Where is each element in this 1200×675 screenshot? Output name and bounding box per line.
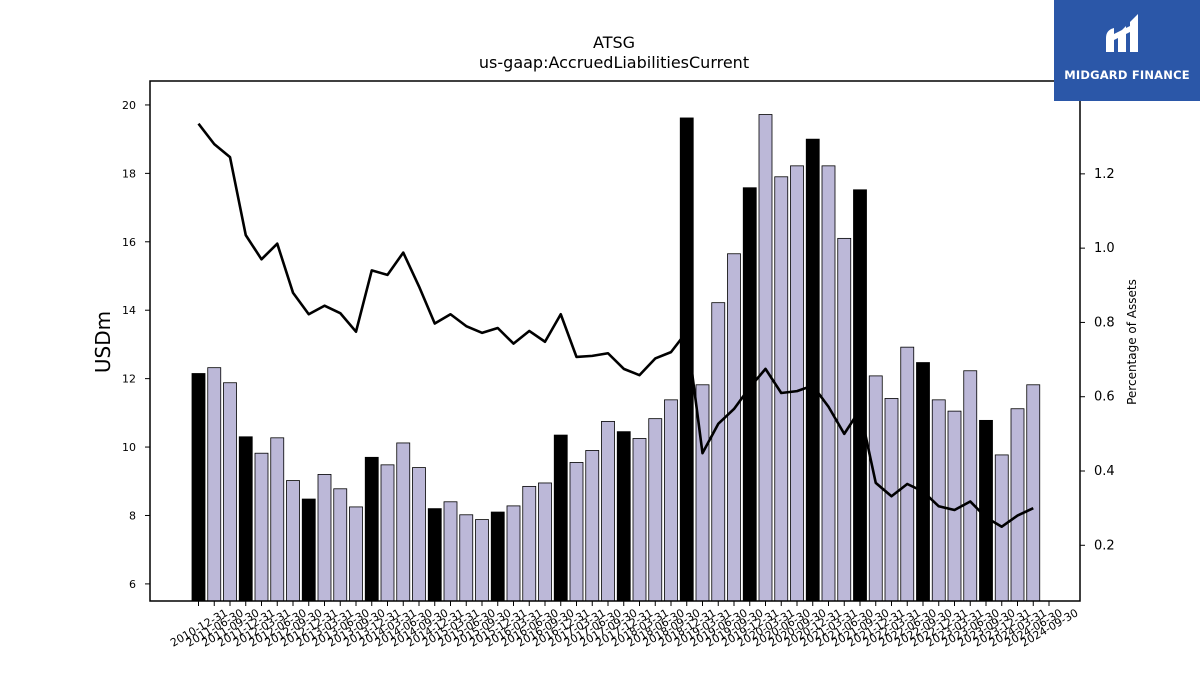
bar	[979, 419, 993, 602]
bar	[821, 165, 836, 602]
bar	[601, 420, 615, 602]
bar	[837, 237, 852, 602]
bar	[711, 302, 726, 602]
axis-ticks: 681012141618200.20.40.60.81.01.22010-12-…	[122, 99, 1115, 650]
midgard-logo-icon	[1106, 14, 1138, 52]
brand-badge: MIDGARD FINANCE	[1054, 0, 1200, 101]
line-path	[197, 122, 1034, 529]
bar	[1010, 408, 1025, 602]
bar	[805, 138, 820, 602]
bar	[632, 438, 647, 602]
bar	[664, 399, 678, 602]
line-series	[197, 122, 1034, 529]
y2-tick-label: 0.2	[1094, 538, 1115, 553]
bar	[396, 442, 411, 602]
y-tick-label: 16	[122, 236, 136, 249]
bar	[616, 431, 631, 602]
bar	[963, 370, 978, 602]
bar	[333, 488, 348, 602]
bar	[349, 506, 363, 602]
bar	[1026, 384, 1041, 602]
bar	[758, 114, 773, 602]
bar	[774, 176, 789, 602]
bar	[648, 418, 663, 602]
plot-frame	[149, 80, 1081, 602]
y-tick-label: 14	[122, 304, 136, 317]
bar	[490, 511, 505, 602]
bar	[191, 373, 206, 602]
bar	[585, 450, 600, 602]
bar	[916, 362, 930, 602]
y-tick-label: 20	[122, 99, 136, 112]
bar	[853, 189, 867, 602]
bar	[254, 452, 269, 602]
bar	[301, 498, 316, 602]
chart-subtitle: us-gaap:AccruedLiabilitiesCurrent	[479, 53, 749, 72]
bar	[364, 456, 379, 602]
bar	[475, 519, 489, 602]
y-axis-label: USDm	[91, 311, 115, 373]
y-tick-label: 12	[122, 373, 136, 386]
bar	[380, 464, 395, 602]
bar	[459, 514, 474, 602]
y2-tick-label: 0.6	[1094, 390, 1115, 405]
y2-tick-label: 1.0	[1094, 241, 1115, 256]
y2-tick-label: 1.2	[1094, 167, 1115, 182]
bar	[223, 382, 237, 602]
bar	[553, 434, 568, 602]
bar	[538, 482, 552, 602]
y-tick-label: 18	[122, 167, 136, 180]
chart-title: ATSG	[593, 33, 635, 52]
bar	[270, 437, 285, 602]
y2-tick-label: 0.8	[1094, 315, 1115, 330]
y-tick-label: 10	[122, 441, 136, 454]
bar	[727, 253, 741, 602]
bar	[207, 367, 222, 602]
y-tick-label: 6	[129, 578, 136, 591]
bar	[900, 346, 915, 602]
bar	[238, 436, 253, 602]
y-tick-label: 8	[129, 509, 136, 522]
y2-axis-label: Percentage of Assets	[1125, 279, 1139, 405]
bar	[443, 501, 458, 602]
bar	[790, 165, 804, 602]
bar	[427, 508, 442, 602]
bar	[884, 398, 899, 602]
bar	[522, 485, 537, 602]
brand-name: MIDGARD FINANCE	[1064, 68, 1190, 82]
bar	[506, 505, 521, 602]
bar	[317, 474, 332, 602]
bar-series	[191, 114, 1041, 602]
y2-tick-label: 0.4	[1094, 464, 1115, 479]
bar	[569, 462, 584, 602]
bar	[412, 467, 426, 602]
bar	[286, 480, 300, 602]
